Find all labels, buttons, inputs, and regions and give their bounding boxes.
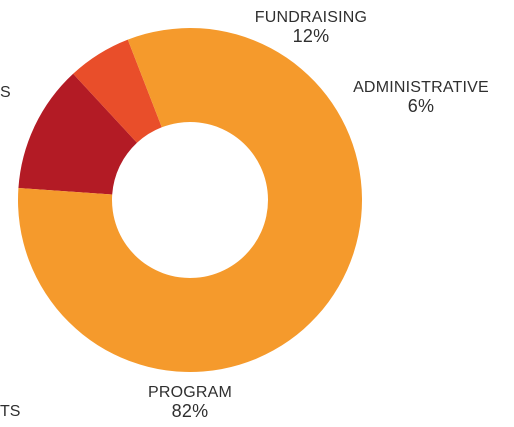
label-fundraising-name: FUNDRAISING	[254, 9, 368, 26]
label-fundraising-value: 12%	[292, 25, 330, 46]
label-administrative-name: ADMINISTRATIVE	[353, 79, 489, 96]
label-administrative-value: 6%	[407, 95, 435, 116]
slice-program	[17, 27, 363, 372]
label-program-name: PROGRAM	[147, 384, 233, 401]
label-program-value: 82%	[171, 400, 209, 421]
cropped-label-fragment-top: S	[0, 84, 11, 101]
slice-administrative	[73, 39, 162, 143]
label-fundraising: FUNDRAISING 12%	[246, 9, 376, 46]
label-program: PROGRAM 82%	[130, 384, 250, 421]
cropped-label-fragment-bottom: TS	[0, 403, 21, 420]
slice-fundraising	[18, 73, 138, 195]
label-administrative: ADMINISTRATIVE 6%	[336, 79, 506, 116]
